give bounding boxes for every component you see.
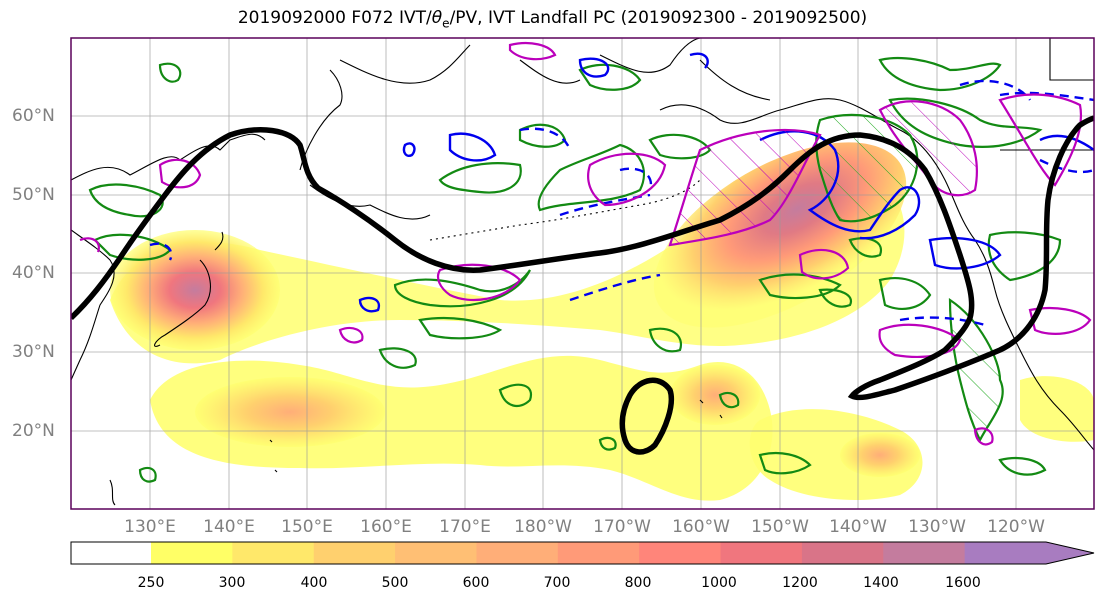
colorbar-tick-1400: 1400	[863, 575, 899, 591]
ivt-subtropic-core	[195, 377, 385, 447]
na-west-coast	[994, 38, 1094, 451]
aleutian-arc	[429, 179, 701, 241]
theta-e-contours	[71, 115, 1094, 455]
pacific-islands	[109, 399, 723, 506]
lon-label-130E: 130°E	[124, 517, 176, 537]
lat-label-40N: 40°N	[12, 263, 55, 283]
lon-label-170E: 170°E	[439, 517, 491, 537]
colorbar-bin	[964, 542, 1047, 564]
colorbar-outline	[70, 541, 1095, 565]
colorbar-extend-max	[1046, 542, 1094, 564]
lat-label-50N: 50°N	[12, 185, 55, 205]
colorbar-tick-700: 700	[543, 575, 571, 591]
magenta-contours	[79, 41, 1092, 446]
lon-label-160E: 160°E	[360, 517, 412, 537]
ivt-japan-core	[110, 230, 280, 350]
colorbar-bin	[476, 542, 559, 564]
lat-label-60N: 60°N	[12, 106, 55, 126]
colorbar-tick-1600: 1600	[945, 575, 981, 591]
colorbar-bin	[883, 542, 966, 564]
map-title: 2019092000 F072 IVT/θe/PV, IVT Landfall …	[237, 8, 868, 31]
colorbar-tick-800: 800	[624, 575, 652, 591]
lon-label-160W: 160°W	[672, 517, 730, 537]
colorbar-bin	[232, 542, 315, 564]
colorbar-tick-500: 500	[381, 575, 409, 591]
kamchatka-coast	[299, 69, 431, 220]
colorbar-bin	[801, 542, 884, 564]
colorbar-tick-1200: 1200	[782, 575, 818, 591]
lon-label-130W: 130°W	[908, 517, 966, 537]
lat-label-30N: 30°N	[12, 342, 55, 362]
lon-label-120W: 120°W	[987, 517, 1045, 537]
colorbar-bin	[313, 542, 396, 564]
theta-e-closed-contour	[619, 377, 674, 455]
lat-label-20N: 20°N	[12, 421, 55, 441]
ivt-se-core	[840, 433, 920, 477]
blue-contours	[149, 52, 1094, 327]
colorbar-bin	[639, 542, 722, 564]
lon-label-140W: 140°W	[829, 517, 887, 537]
colorbar-tick-600: 600	[462, 575, 490, 591]
ivt-east-band	[749, 409, 923, 500]
colorbar-bin-below	[71, 542, 151, 564]
map-frame	[70, 37, 1095, 510]
theta-e-main-contour	[71, 115, 1094, 401]
gridlines	[71, 38, 1094, 509]
ivt-far-east	[1020, 376, 1094, 442]
ivt-hawaii-core	[670, 365, 760, 425]
colorbar-bin	[151, 542, 233, 564]
colorbar-tick-250: 250	[137, 575, 165, 591]
colorbar-bin	[395, 542, 477, 564]
lon-label-150W: 150°W	[751, 517, 809, 537]
lon-label-170W: 170°W	[593, 517, 651, 537]
colorbar-tick-300: 300	[218, 575, 246, 591]
colorbar-bin	[557, 542, 640, 564]
lon-label-140E: 140°E	[203, 517, 255, 537]
japan-coast	[154, 231, 224, 347]
lon-label-150E: 150°E	[281, 517, 333, 537]
colorbar-tick-400: 400	[300, 575, 328, 591]
colorbar	[70, 541, 1095, 565]
bering-coast	[339, 38, 701, 84]
colorbar-tick-1000: 1000	[701, 575, 737, 591]
lon-label-180W: 180°W	[514, 517, 572, 537]
colorbar-bin	[720, 542, 803, 564]
